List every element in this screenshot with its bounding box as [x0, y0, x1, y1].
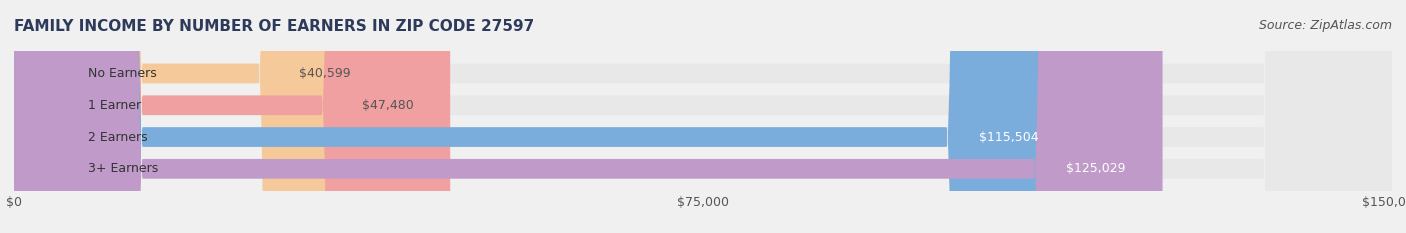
FancyBboxPatch shape: [14, 0, 1163, 233]
Text: FAMILY INCOME BY NUMBER OF EARNERS IN ZIP CODE 27597: FAMILY INCOME BY NUMBER OF EARNERS IN ZI…: [14, 19, 534, 34]
FancyBboxPatch shape: [14, 0, 1392, 233]
Text: Source: ZipAtlas.com: Source: ZipAtlas.com: [1258, 19, 1392, 32]
Text: $47,480: $47,480: [361, 99, 413, 112]
Text: No Earners: No Earners: [87, 67, 156, 80]
Text: 3+ Earners: 3+ Earners: [87, 162, 157, 175]
Text: 2 Earners: 2 Earners: [87, 130, 148, 144]
Text: 1 Earner: 1 Earner: [87, 99, 141, 112]
Text: $125,029: $125,029: [1066, 162, 1126, 175]
Text: $40,599: $40,599: [298, 67, 350, 80]
Text: $115,504: $115,504: [979, 130, 1038, 144]
FancyBboxPatch shape: [14, 0, 1392, 233]
FancyBboxPatch shape: [14, 0, 1392, 233]
FancyBboxPatch shape: [14, 0, 450, 233]
FancyBboxPatch shape: [14, 0, 1392, 233]
FancyBboxPatch shape: [14, 0, 387, 233]
FancyBboxPatch shape: [14, 0, 1076, 233]
